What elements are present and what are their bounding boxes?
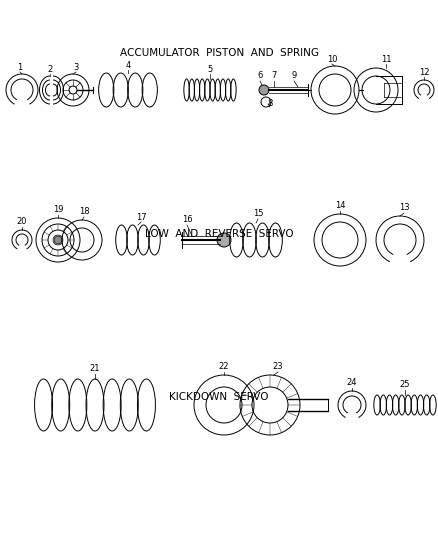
Text: 15: 15 xyxy=(253,209,263,218)
Text: 4: 4 xyxy=(125,61,131,70)
Text: 5: 5 xyxy=(207,65,212,74)
Text: 16: 16 xyxy=(182,215,192,224)
Text: 13: 13 xyxy=(399,203,410,212)
Text: 25: 25 xyxy=(400,380,410,389)
Circle shape xyxy=(217,233,231,247)
Text: 19: 19 xyxy=(53,205,63,214)
Text: KICKDOWN  SERVO: KICKDOWN SERVO xyxy=(169,392,269,402)
Text: 17: 17 xyxy=(136,213,146,222)
Circle shape xyxy=(54,236,62,244)
Text: 10: 10 xyxy=(327,55,337,64)
Text: 11: 11 xyxy=(381,55,391,64)
Text: LOW  AND  REVERSE  SERVO: LOW AND REVERSE SERVO xyxy=(145,229,293,239)
Text: 22: 22 xyxy=(219,362,229,371)
Text: 23: 23 xyxy=(273,362,283,371)
Text: 8: 8 xyxy=(267,99,273,108)
Text: 20: 20 xyxy=(17,217,27,226)
Text: 21: 21 xyxy=(90,364,100,373)
Text: 24: 24 xyxy=(347,378,357,387)
Text: ACCUMULATOR  PISTON  AND  SPRING: ACCUMULATOR PISTON AND SPRING xyxy=(120,48,318,58)
Circle shape xyxy=(259,85,269,95)
Text: 1: 1 xyxy=(18,63,23,72)
Text: 2: 2 xyxy=(47,65,53,74)
Text: 6: 6 xyxy=(257,71,263,80)
Text: 14: 14 xyxy=(335,201,345,210)
Text: 9: 9 xyxy=(291,71,297,80)
Text: 12: 12 xyxy=(419,68,429,77)
Text: 18: 18 xyxy=(79,207,89,216)
Text: 3: 3 xyxy=(73,63,79,72)
Text: 7: 7 xyxy=(271,71,277,80)
